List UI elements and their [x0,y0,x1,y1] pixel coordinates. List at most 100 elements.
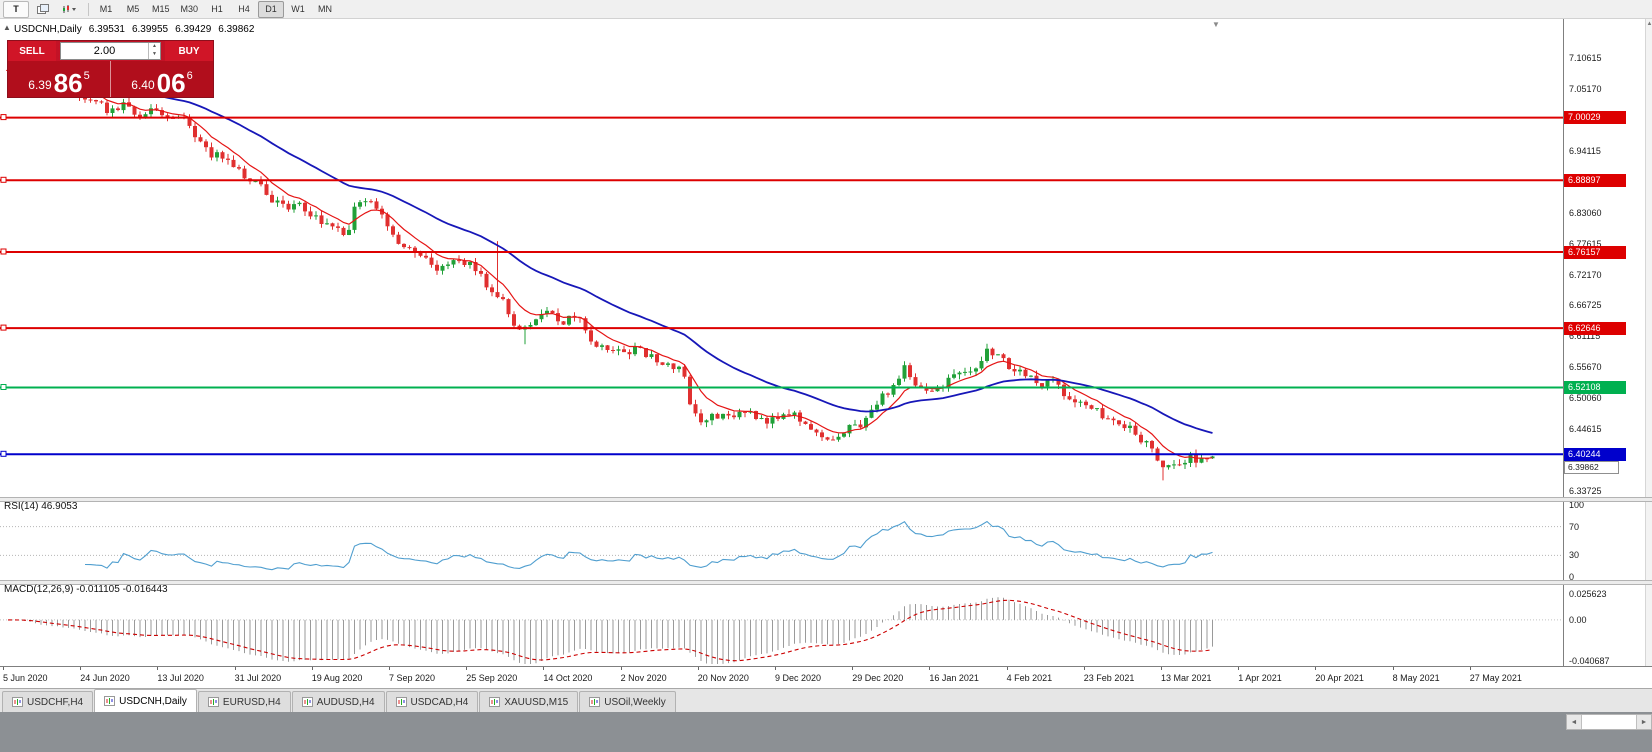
line-anchor-marker[interactable] [0,114,7,121]
ohlc-high: 6.39955 [131,24,169,35]
price-line-tag: 6.88897 [1564,173,1626,187]
line-anchor-marker[interactable] [0,450,7,457]
price-line-tag: 7.00029 [1564,111,1626,125]
time-axis-label: 4 Feb 2021 [1006,673,1053,683]
ohlc-low: 6.39429 [175,24,212,35]
sell-price-display[interactable]: 6.39 86 5 [8,61,111,97]
sell-price-sup: 5 [83,70,90,82]
tab-scrollbar[interactable]: ◄ ► [1566,714,1652,730]
time-tick [234,667,236,670]
time-tick [543,667,545,670]
time-tick [311,667,313,670]
time-tick [852,667,854,670]
panel-divider[interactable] [0,497,1652,502]
timeframe-button-h1[interactable]: H1 [211,4,223,14]
scroll-right-icon[interactable]: ► [1637,715,1651,729]
time-tick [466,667,468,670]
buy-price-display[interactable]: 6.40 06 6 [111,61,213,97]
templates-button[interactable]: T [3,0,29,18]
chart-shift-marker-icon[interactable]: ▼ [1212,20,1220,29]
buy-button[interactable]: BUY [165,41,213,61]
macd-canvas[interactable] [0,583,1563,666]
rsi-scale-label: 70 [1569,521,1580,532]
timeframe-button-m1[interactable]: M1 [99,4,113,14]
time-axis-label: 27 May 2021 [1469,673,1522,683]
main-chart-canvas[interactable] [0,19,1563,497]
chart-tab-usdchf[interactable]: USDCHF,H4 [2,691,94,712]
price-scale-label: 6.94115 [1569,145,1601,156]
buy-price-big: 06 [156,68,186,98]
line-anchor-marker[interactable] [0,384,7,390]
volume-up-icon[interactable]: ▲ [152,43,157,49]
scroll-up-icon[interactable]: ▲ [1646,21,1652,27]
sell-button[interactable]: SELL [8,41,56,61]
chart-tab-eurusd[interactable]: EURUSD,H4 [197,691,291,712]
chart-tab-label: AUDUSD,H4 [316,696,375,708]
chart-tab-audusd[interactable]: AUDUSD,H4 [291,691,385,712]
one-click-collapse-icon[interactable]: ▲ [3,23,11,32]
rsi-label: RSI(14) 46.9053 [4,501,78,512]
chart-tabs: USDCHF,H4 USDCNH,Daily EURUSD,H4 AUDUSD,H4 U… [0,688,1652,712]
bid-price-tag: 6.39862 [1564,460,1619,474]
chart-tab-usdcad[interactable]: USDCAD,H4 [385,691,479,712]
chart-windows-icon[interactable] [30,1,56,18]
scrollbar-thumb[interactable] [1581,715,1637,729]
time-axis-label: 13 Mar 2021 [1161,673,1212,683]
rsi-canvas[interactable] [0,500,1563,580]
timeframe-button-w1[interactable]: W1 [291,4,305,14]
macd-label: MACD(12,26,9) -0.011105 -0.016443 [4,584,168,595]
timeframe-button-d1[interactable]: D1 [258,0,285,18]
price-axis[interactable]: 7.106157.051706.997256.941156.886706.830… [1563,19,1646,666]
chart-type-dropdown-icon[interactable] [57,1,83,18]
price-line-tag: 6.40244 [1564,447,1626,461]
volume-down-icon[interactable]: ▼ [152,51,157,57]
time-axis-label: 31 Jul 2020 [234,673,282,683]
chart-tab-xauusd[interactable]: XAUUSD,M15 [479,691,579,712]
time-axis-label: 5 Jun 2020 [3,673,48,683]
time-tick [1083,667,1085,670]
timeframe-button-h4[interactable]: H4 [238,4,250,14]
time-tick [389,667,390,670]
rsi-scale-label: 100 [1569,500,1585,510]
time-axis-label: 14 Oct 2020 [543,673,593,683]
timeframe-button-mn[interactable]: MN [318,4,333,14]
time-axis-label: 9 Dec 2020 [775,673,822,683]
line-anchor-marker[interactable] [0,248,7,255]
ohlc-close: 6.39862 [218,24,255,35]
time-axis-label: 7 Sep 2020 [389,673,436,683]
time-axis-label: 13 Jul 2020 [157,673,204,683]
panel-divider[interactable] [0,580,1652,585]
price-scale-label: 6.33725 [1569,486,1602,496]
scroll-left-icon[interactable]: ◄ [1567,715,1581,729]
buy-price-main: 6.40 [131,78,155,92]
chart-tab-label: USDCNH,Daily [119,695,187,707]
time-tick [1392,667,1394,670]
chart-tab-icon [12,697,23,707]
time-axis[interactable]: 5 Jun 2020 24 Jun 2020 13 Jul 2020 31 Jul 2… [0,666,1652,689]
volume-stepper[interactable]: 2.00 ▲ ▼ [60,42,161,60]
toolbar: T M1 M5 M15 M30 H1 H4 D1 W1 MN [0,0,1652,19]
timeframe-button-m15[interactable]: M15 [152,4,170,14]
right-scroll-strip[interactable]: ▲ [1645,19,1652,666]
chart-tab-icon [489,697,501,707]
chart-tab-usdcnh[interactable]: USDCNH,Daily [94,689,197,712]
line-anchor-marker[interactable] [0,176,7,183]
volume-spinner: ▲ ▼ [148,43,160,59]
price-scale-label: 6.55670 [1569,362,1602,373]
chart-tab-usoil[interactable]: USOil,Weekly [579,691,676,712]
time-tick [80,667,82,670]
rsi-scale-label: 30 [1569,550,1580,561]
time-tick [697,667,699,670]
time-axis-label: 20 Nov 2020 [697,673,749,683]
chart-title: USDCNH,Daily 6.39531 6.39955 6.39429 6.39862 [14,24,261,35]
timeframe-buttons: M1 M5 M15 M30 H1 H4 D1 W1 MN [93,0,339,18]
timeframe-button-m30[interactable]: M30 [180,4,199,14]
timeframe-button-m5[interactable]: M5 [126,4,140,14]
time-axis-label: 29 Dec 2020 [852,673,904,683]
volume-value[interactable]: 2.00 [93,45,116,57]
chart-tab-label: XAUUSD,M15 [504,696,569,708]
chart-tab-label: USOil,Weekly [604,696,666,708]
time-axis-label: 23 Feb 2021 [1083,673,1135,683]
line-anchor-marker[interactable] [0,324,7,331]
